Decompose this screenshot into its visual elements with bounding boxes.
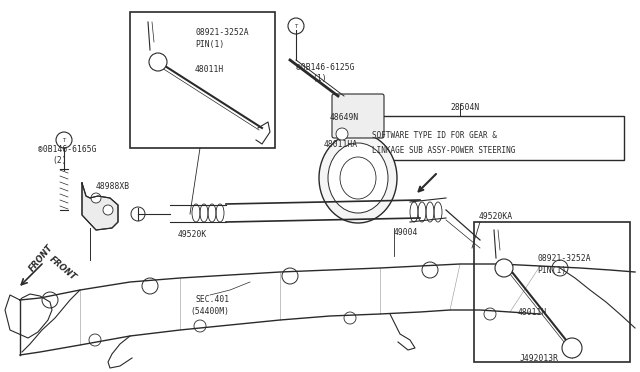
Text: 48011H: 48011H bbox=[195, 65, 224, 74]
FancyBboxPatch shape bbox=[332, 94, 384, 138]
Ellipse shape bbox=[340, 157, 376, 199]
Text: SEC.401: SEC.401 bbox=[196, 295, 230, 304]
Circle shape bbox=[336, 128, 348, 140]
Circle shape bbox=[142, 278, 158, 294]
Text: ®0B146-6125G: ®0B146-6125G bbox=[296, 63, 355, 72]
Text: ®0B146-6165G: ®0B146-6165G bbox=[38, 145, 97, 154]
Circle shape bbox=[89, 334, 101, 346]
Text: 08921-3252A: 08921-3252A bbox=[537, 254, 591, 263]
Bar bbox=[474, 222, 630, 362]
Text: J492013R: J492013R bbox=[520, 354, 559, 363]
Circle shape bbox=[56, 132, 72, 148]
Circle shape bbox=[495, 259, 513, 277]
Circle shape bbox=[194, 320, 206, 332]
Circle shape bbox=[562, 338, 582, 358]
Text: T: T bbox=[62, 138, 66, 142]
Bar bbox=[368, 116, 624, 160]
Text: FRONT: FRONT bbox=[48, 255, 78, 283]
Circle shape bbox=[552, 260, 568, 276]
Circle shape bbox=[484, 308, 496, 320]
Circle shape bbox=[288, 18, 304, 34]
Text: 08921-3252A: 08921-3252A bbox=[195, 28, 248, 37]
Text: 49520KA: 49520KA bbox=[479, 212, 513, 221]
Text: LINKAGE SUB ASSY-POWER STEERING: LINKAGE SUB ASSY-POWER STEERING bbox=[372, 146, 515, 155]
Text: SOFTWARE TYPE ID FOR GEAR &: SOFTWARE TYPE ID FOR GEAR & bbox=[372, 131, 497, 140]
Ellipse shape bbox=[328, 143, 388, 213]
Circle shape bbox=[344, 312, 356, 324]
Text: (54400M): (54400M) bbox=[190, 307, 229, 316]
Ellipse shape bbox=[319, 133, 397, 223]
Circle shape bbox=[91, 193, 101, 203]
Text: 48011H: 48011H bbox=[518, 308, 547, 317]
Circle shape bbox=[282, 268, 298, 284]
Text: PIN(1): PIN(1) bbox=[537, 266, 566, 275]
Text: 48011HA: 48011HA bbox=[324, 140, 358, 149]
Polygon shape bbox=[82, 183, 118, 230]
Text: T: T bbox=[294, 23, 298, 29]
Text: FRONT: FRONT bbox=[27, 243, 54, 273]
Text: (1): (1) bbox=[312, 74, 326, 83]
Circle shape bbox=[422, 262, 438, 278]
Text: 28504N: 28504N bbox=[450, 103, 479, 112]
Text: 48988XB: 48988XB bbox=[96, 182, 130, 191]
Text: 49004: 49004 bbox=[394, 228, 419, 237]
Text: (2): (2) bbox=[52, 156, 67, 165]
Text: 49520K: 49520K bbox=[178, 230, 207, 239]
Circle shape bbox=[149, 53, 167, 71]
Circle shape bbox=[131, 207, 145, 221]
Circle shape bbox=[103, 205, 113, 215]
Circle shape bbox=[42, 292, 58, 308]
Text: PIN(1): PIN(1) bbox=[195, 40, 224, 49]
Bar bbox=[130, 12, 275, 148]
Text: 48649N: 48649N bbox=[330, 113, 359, 122]
